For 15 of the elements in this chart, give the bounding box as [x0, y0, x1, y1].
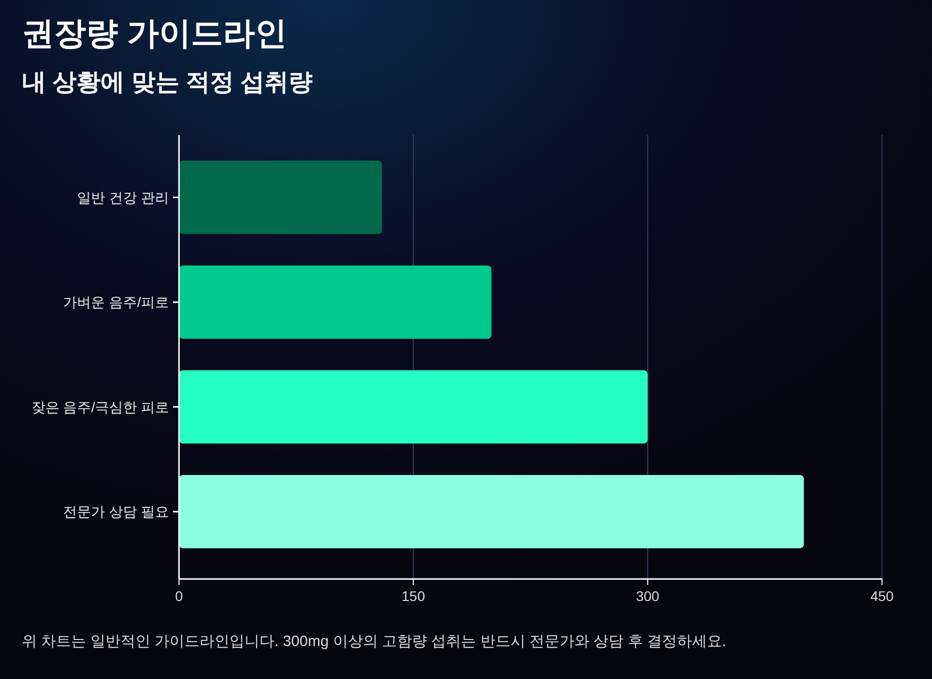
bar [179, 370, 648, 444]
y-tick-label: 일반 건강 관리 [77, 189, 169, 206]
bar [179, 160, 382, 234]
x-tick-label: 300 [636, 588, 660, 604]
chart-subtitle: 내 상황에 맞는 적정 섭취량 [22, 69, 313, 96]
bar [179, 265, 492, 339]
x-tick-label: 450 [870, 588, 894, 604]
bar [179, 474, 804, 548]
y-tick-label: 가벼운 음주/피로 [63, 294, 169, 310]
chart-title: 권장량 가이드라인 [22, 15, 287, 51]
x-tick-label: 150 [402, 588, 426, 604]
y-tick-label: 잦은 음주/극심한 피로 [31, 398, 169, 415]
x-tick-label: 0 [175, 588, 184, 604]
y-tick-label: 전문가 상담 필요 [63, 504, 169, 520]
text: 위 차트는 일반적인 가이드라인입니다. 300mg 이상의 고함량 섭취는 반드시 전문가와 상담 후 결정하세요. [22, 633, 726, 650]
